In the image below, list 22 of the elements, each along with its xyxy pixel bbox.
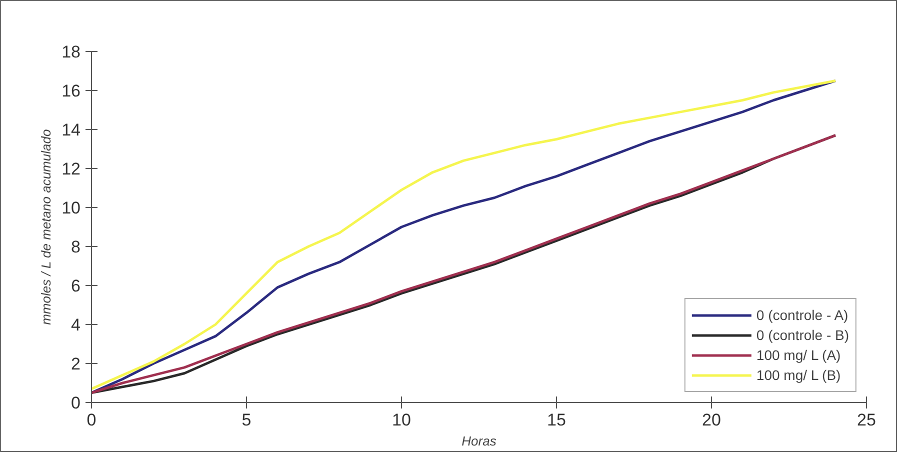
y-tick-label: 10	[62, 198, 81, 218]
x-tick-label: 10	[392, 410, 411, 430]
legend-label: 100 mg/ L (A)	[756, 347, 841, 363]
y-tick-label: 12	[62, 160, 81, 178]
y-tick-label: 0	[71, 394, 81, 412]
y-axis-title: mmoles / L de metano acumulado	[38, 129, 54, 325]
y-tick-label: 2	[71, 354, 81, 374]
x-tick-label: 5	[242, 410, 252, 430]
x-tick-label: 20	[702, 410, 721, 430]
x-tick-label: 0	[86, 410, 96, 430]
y-tick-label: 4	[71, 316, 81, 334]
y-tick-label: 8	[71, 238, 81, 256]
x-tick-label: 25	[857, 410, 876, 430]
legend-label: 0 (controle - A)	[756, 307, 848, 323]
y-tick-label: 16	[62, 82, 81, 100]
legend-label: 0 (controle - B)	[756, 327, 849, 343]
y-tick-label: 14	[62, 120, 81, 140]
legend-label: 100 mg/ L (B)	[756, 367, 841, 383]
y-tick-label: 18	[62, 42, 81, 62]
x-tick-label: 15	[547, 410, 566, 430]
y-tick-label: 6	[71, 276, 81, 296]
x-axis-title: Horas	[462, 434, 497, 448]
